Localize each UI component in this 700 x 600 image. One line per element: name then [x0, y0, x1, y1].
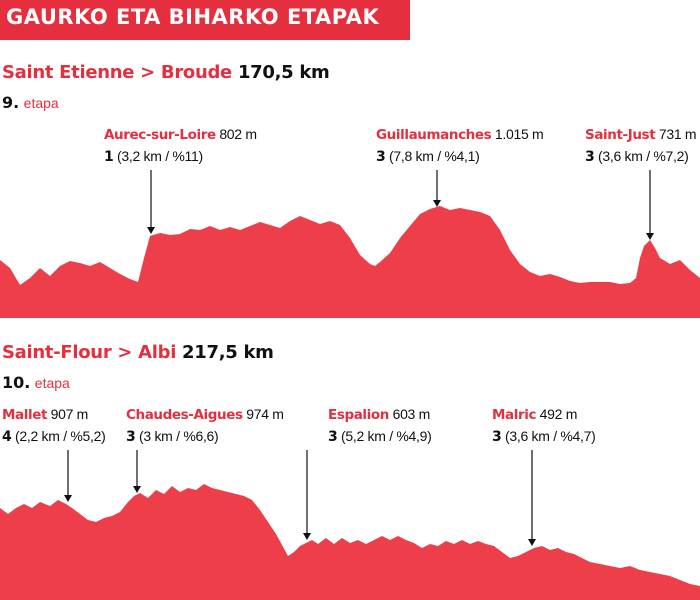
climb-details: (7,8 km / %4,1) [389, 148, 480, 164]
climb-elevation: 802 m [219, 126, 257, 142]
climb-elevation: 603 m [392, 406, 431, 422]
stage-10-profile-area [0, 484, 700, 600]
climb-elevation: 492 m [539, 406, 578, 422]
stage-9-number: 9. etapa [2, 93, 59, 113]
arrowhead-espalion [303, 533, 311, 540]
climb-guillaumanches: Guillaumanches 1.015 m 3 (7,8 km / %4,1) [376, 124, 544, 168]
climb-aurec-sur-loire: Aurec-sur-Loire 802 m 1 (3,2 km / %11) [104, 124, 257, 168]
climb-elevation: 731 m [658, 126, 697, 142]
climb-mallet: Mallet 907 m 4 (2,2 km / %5,2) [2, 404, 106, 448]
stage-9-distance: 170,5 km [237, 62, 330, 83]
climb-category: 3 [376, 149, 386, 165]
climb-details: (2,2 km / %5,2) [15, 428, 106, 444]
stage-10-title: Saint-Flour > Albi 217,5 km [2, 342, 274, 363]
header-title: GAURKO ETA BIHARKO ETAPAK [6, 5, 380, 29]
climb-name: Saint-Just [585, 127, 656, 143]
stage-10-elevation-profile [0, 450, 700, 600]
climb-malric: Malric 492 m 3 (3,6 km / %4,7) [492, 404, 596, 448]
climb-elevation: 907 m [50, 406, 89, 422]
climb-details: (3,6 km / %7,2) [598, 148, 689, 164]
stage-10-number-label: etapa [34, 375, 70, 391]
climb-espalion: Espalion 603 m 3 (5,2 km / %4,9) [328, 404, 432, 448]
arrowhead-saint-just [646, 233, 654, 240]
stage-9-elevation-profile [0, 170, 700, 318]
climb-elevation: 1.015 m [494, 126, 544, 142]
stage-9-route: Saint Etienne > Broude [2, 62, 232, 83]
climb-details: (3,6 km / %4,7) [505, 428, 596, 444]
climb-name: Guillaumanches [376, 127, 492, 143]
climb-category: 1 [104, 149, 114, 165]
stage-9-number-value: 9. [2, 93, 20, 112]
stage-10-route: Saint-Flour > Albi [2, 342, 177, 363]
stage-9-number-label: etapa [23, 95, 59, 111]
arrowhead-mallet [64, 495, 72, 502]
arrowhead-aurec-sur-loire [147, 227, 155, 234]
climb-elevation: 974 m [246, 406, 284, 422]
climb-name: Mallet [2, 407, 48, 423]
climb-name: Malric [492, 407, 537, 423]
arrowhead-guillaumanches [433, 200, 441, 207]
arrowhead-chaudes-aigues [133, 486, 141, 493]
climb-category: 3 [126, 429, 136, 445]
arrowhead-malric [528, 539, 536, 546]
climb-details: (3 km / %6,6) [139, 428, 219, 444]
climb-details: (3,2 km / %11) [117, 148, 203, 164]
climb-category: 3 [328, 429, 338, 445]
stage-9-title: Saint Etienne > Broude 170,5 km [2, 62, 330, 83]
climb-name: Espalion [328, 407, 389, 423]
climb-category: 3 [585, 149, 595, 165]
climb-details: (5,2 km / %4,9) [341, 428, 432, 444]
climb-category: 3 [492, 429, 502, 445]
climb-category: 4 [2, 429, 12, 445]
stage-10-number-value: 10. [2, 373, 31, 392]
stage-10-distance: 217,5 km [182, 342, 274, 363]
climb-name: Aurec-sur-Loire [104, 127, 216, 143]
header-banner: GAURKO ETA BIHARKO ETAPAK [0, 0, 410, 40]
stage-9-profile-area [0, 206, 700, 318]
climb-chaudes-aigues: Chaudes-Aigues 974 m 3 (3 km / %6,6) [126, 404, 284, 448]
climb-saint-just: Saint-Just 731 m 3 (3,6 km / %7,2) [585, 124, 697, 168]
climb-name: Chaudes-Aigues [126, 407, 243, 423]
stage-10-number: 10. etapa [2, 373, 70, 393]
